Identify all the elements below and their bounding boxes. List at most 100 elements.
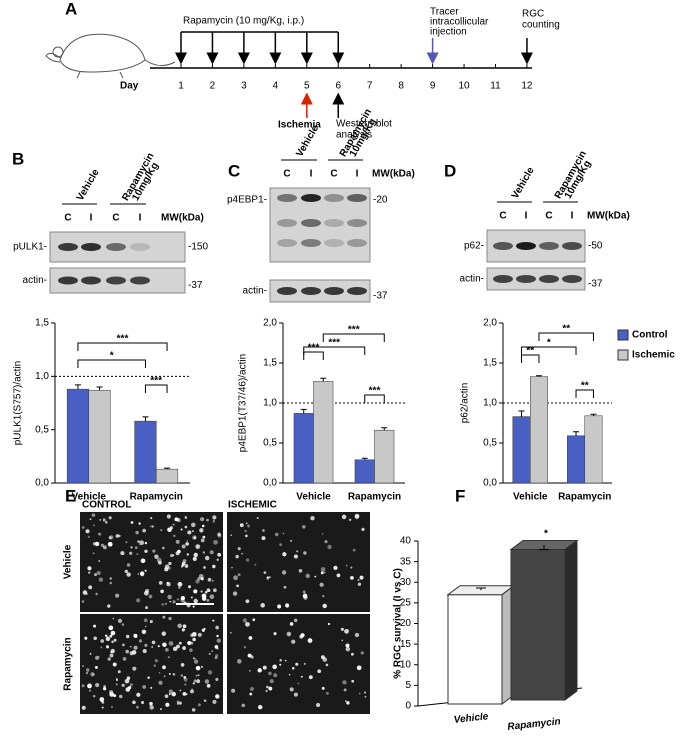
cell — [120, 551, 125, 556]
bracket — [77, 359, 146, 368]
cell — [247, 653, 252, 658]
y-tick-label: 2,0 — [483, 318, 497, 329]
cell — [351, 679, 355, 683]
band — [324, 194, 344, 202]
significance: ** — [581, 381, 589, 392]
cell — [129, 683, 133, 687]
y-tick-label: 20 — [400, 618, 412, 629]
cell — [185, 542, 189, 546]
cell — [176, 700, 180, 704]
cell — [207, 670, 213, 675]
cell — [107, 604, 111, 608]
cell — [261, 536, 266, 541]
y-axis-label: pULK1(S757)/actin — [13, 361, 24, 446]
cell — [325, 691, 329, 695]
cell — [195, 674, 198, 677]
cell — [248, 636, 253, 640]
cell — [167, 566, 171, 570]
cell — [321, 686, 325, 690]
cell — [169, 553, 174, 558]
cell — [150, 517, 153, 520]
cell — [351, 652, 354, 656]
cell — [168, 561, 172, 566]
panel-label: E — [65, 486, 76, 505]
cell — [217, 552, 222, 557]
cell — [203, 566, 206, 569]
band — [347, 239, 367, 247]
error-bar — [361, 457, 368, 460]
band — [493, 275, 513, 283]
cell — [212, 619, 215, 622]
day: 1 — [178, 81, 184, 92]
cell — [207, 577, 212, 582]
cell — [245, 522, 248, 525]
cell — [147, 676, 150, 679]
cell — [111, 640, 114, 644]
cell — [162, 642, 167, 647]
group-label: Vehicle — [510, 165, 537, 201]
cell — [232, 591, 238, 596]
cell — [191, 708, 196, 712]
y-tick-label: 0,5 — [263, 438, 277, 449]
tracer: Tracer — [430, 7, 459, 18]
cell — [193, 536, 197, 540]
cell — [150, 686, 153, 689]
cell — [176, 598, 179, 601]
cell — [193, 598, 198, 604]
cell — [151, 525, 154, 528]
significance: ** — [562, 324, 570, 335]
y-tick-label: 1,0 — [35, 371, 49, 382]
cell — [97, 656, 100, 658]
cell — [298, 568, 303, 573]
cell — [136, 598, 141, 603]
cell — [92, 541, 97, 546]
cell — [242, 618, 248, 623]
cell — [265, 689, 268, 693]
cell — [268, 686, 273, 691]
cell — [85, 671, 89, 675]
cell — [108, 536, 112, 540]
y-tick-label: 25 — [400, 598, 412, 609]
cell — [236, 659, 242, 664]
lane-label: C — [64, 213, 71, 224]
row-label: p62- — [464, 241, 484, 252]
cell — [327, 544, 332, 550]
cell — [105, 645, 110, 649]
cell — [208, 652, 211, 656]
cell — [314, 575, 317, 578]
cell — [107, 657, 111, 661]
cell — [217, 532, 221, 537]
cell — [121, 683, 125, 687]
cell — [196, 679, 201, 684]
cell — [169, 600, 172, 603]
cell — [138, 522, 141, 525]
cell — [162, 665, 166, 670]
cell — [212, 520, 215, 523]
band — [539, 275, 559, 283]
significance: * — [110, 351, 114, 362]
micrograph — [227, 512, 370, 612]
cell — [167, 656, 170, 659]
cell — [193, 589, 198, 594]
cell — [158, 680, 163, 685]
cell — [187, 530, 192, 535]
band — [277, 287, 297, 295]
cell — [350, 576, 354, 580]
lane-label: C — [330, 169, 337, 180]
cell — [142, 685, 147, 689]
cell — [117, 670, 121, 674]
cell — [363, 691, 366, 694]
day: 7 — [367, 81, 373, 92]
cell — [122, 656, 127, 661]
cell — [358, 692, 361, 695]
cell — [181, 544, 186, 549]
cell — [142, 528, 147, 533]
y-tick-label: 1,5 — [263, 358, 277, 369]
cell — [125, 649, 129, 654]
cell — [346, 701, 350, 705]
cell — [244, 534, 248, 538]
cell — [293, 618, 298, 623]
cell — [237, 547, 241, 551]
cell — [136, 553, 139, 556]
cell — [303, 662, 306, 665]
